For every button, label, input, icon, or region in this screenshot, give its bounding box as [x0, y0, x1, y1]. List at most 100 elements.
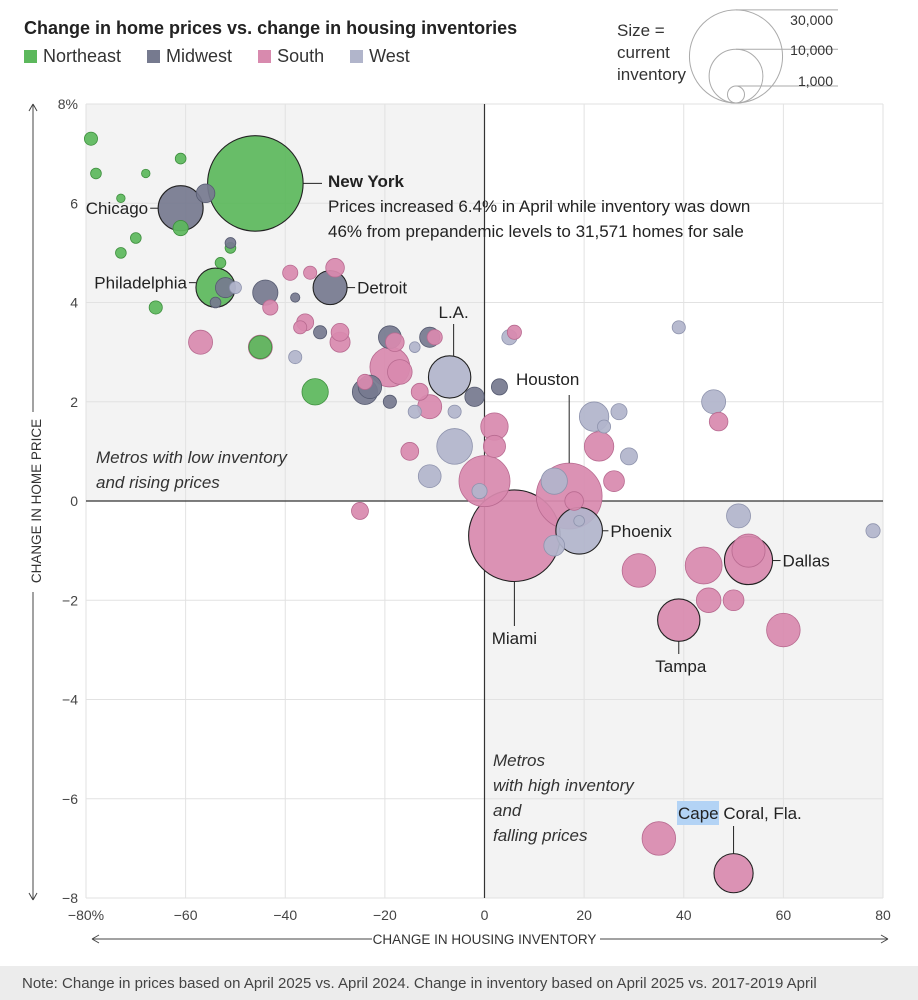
bubble-midwest — [313, 325, 328, 340]
bubble-south — [722, 589, 745, 612]
annotation-miami: Miami — [492, 629, 537, 648]
annotation-new-york-line: Prices increased 6.4% in April while inv… — [328, 197, 750, 216]
bubble-northeast — [90, 167, 102, 180]
bubble-west — [427, 355, 472, 399]
annotations: New York Prices increased 6.4% in April w… — [86, 172, 830, 854]
size-legend-circle — [688, 9, 784, 104]
quadrant-label-line: and rising prices — [96, 473, 220, 492]
footnote: Note: Change in prices based on April 20… — [0, 966, 918, 1000]
annotation-philadelphia: Philadelphia — [94, 274, 187, 293]
y-tick-label: −6 — [62, 791, 78, 807]
bubble-south — [303, 265, 318, 280]
x-tick-label: −20 — [373, 907, 397, 923]
bubble-south — [188, 329, 213, 355]
x-tick-label: 40 — [676, 907, 692, 923]
x-tick-label: 0 — [481, 907, 489, 923]
bubble-south — [766, 612, 801, 648]
bubble-west — [288, 350, 303, 365]
bubbles — [83, 131, 881, 894]
annotation-tampa: Tampa — [655, 657, 707, 676]
quadrant-label-line: falling prices — [493, 826, 588, 845]
bubble-south — [713, 853, 754, 894]
y-axis-arrowhead-up — [28, 103, 38, 112]
bubble-west — [610, 403, 628, 421]
legend-label-midwest: Midwest — [166, 46, 233, 66]
legend-item-south: South — [258, 46, 324, 67]
bubble-south — [731, 533, 766, 568]
bubble-south — [657, 598, 701, 642]
bubble-south — [708, 411, 729, 432]
bubble-midwest — [290, 292, 301, 303]
size-legend-title: Size = current inventory — [617, 21, 686, 84]
y-tick-label: 4 — [70, 295, 78, 311]
bubble-west — [543, 534, 566, 557]
x-tick-label: −40 — [273, 907, 297, 923]
y-tick-label: 2 — [70, 394, 78, 410]
bubble-northeast — [130, 232, 142, 244]
bubble-northeast — [174, 152, 187, 165]
bubble-south — [603, 470, 625, 492]
bubble-south — [482, 434, 506, 458]
annotation-dallas: Dallas — [783, 552, 830, 571]
bubble-midwest — [224, 237, 237, 249]
annotation-houston: Houston — [516, 370, 579, 389]
x-axis-arrowhead-left — [91, 934, 100, 944]
text-selection-highlight — [677, 801, 719, 825]
bubble-midwest — [382, 394, 397, 409]
size-legend: 30,000 10,000 1,000 — [688, 9, 838, 104]
quadrant-label-line: Metros with low inventory — [96, 448, 288, 467]
legend-item-west: West — [350, 46, 410, 67]
bubble-west — [671, 320, 686, 335]
annotation-cape-coral: Cape Coral, Fla. — [678, 804, 802, 823]
x-tick-label: 20 — [576, 907, 592, 923]
bubble-west — [620, 447, 638, 466]
size-legend-circle — [727, 85, 745, 104]
bubble-northeast — [248, 335, 273, 359]
bubble-south — [330, 322, 350, 342]
annotation-la: L.A. — [439, 303, 469, 322]
bubble-south — [410, 382, 429, 401]
quadrant-label-line: Metros — [493, 751, 545, 770]
bubble-south — [325, 258, 345, 278]
bubble-northeast — [301, 378, 329, 406]
bubble-west — [701, 389, 727, 415]
legend-label-west: West — [369, 46, 410, 66]
bubble-northeast — [83, 131, 98, 146]
bubble-northeast — [148, 300, 163, 315]
y-tick-label: 8% — [58, 96, 78, 112]
legend-swatch-midwest — [147, 50, 161, 63]
bubble-west — [408, 341, 421, 353]
bubble-south — [426, 329, 443, 346]
quadrant-label-line: with high inventory — [493, 776, 635, 795]
y-tick-label: 0 — [70, 493, 78, 509]
bubble-south — [351, 502, 369, 520]
bubble-west — [540, 467, 568, 495]
bubble-south — [356, 373, 373, 390]
bubble-south — [458, 455, 511, 508]
quadrant-label-line: and — [493, 801, 522, 820]
size-legend-label: 1,000 — [798, 73, 833, 89]
bubble-south — [695, 587, 722, 613]
bubble-south — [641, 821, 677, 856]
bubble-northeast — [116, 193, 126, 203]
x-tick-label: −80% — [68, 907, 104, 923]
annotation-detroit: Detroit — [357, 279, 407, 298]
size-legend-label: 10,000 — [790, 42, 833, 58]
bubble-northeast — [207, 135, 304, 232]
legend-swatch-west — [350, 50, 364, 63]
bubble-south — [387, 359, 413, 385]
legend-swatch-northeast — [24, 50, 37, 63]
legend-swatch-south — [258, 50, 272, 63]
bubble-west — [471, 483, 488, 500]
y-axis-title: CHANGE IN HOME PRICE — [29, 419, 44, 583]
bubble-south — [262, 299, 279, 316]
bubble-west — [865, 523, 881, 539]
region-legend: Northeast Midwest South West — [24, 46, 410, 67]
y-tick-label: −8 — [62, 890, 78, 906]
bubble-northeast — [214, 257, 227, 269]
quadrant-label-bottom-right: Metros with high inventory and falling pric… — [493, 751, 635, 845]
bubble-south — [564, 491, 584, 511]
x-tick-label: −60 — [174, 907, 198, 923]
bubble-northeast — [141, 168, 151, 179]
bubble-west — [726, 503, 751, 529]
